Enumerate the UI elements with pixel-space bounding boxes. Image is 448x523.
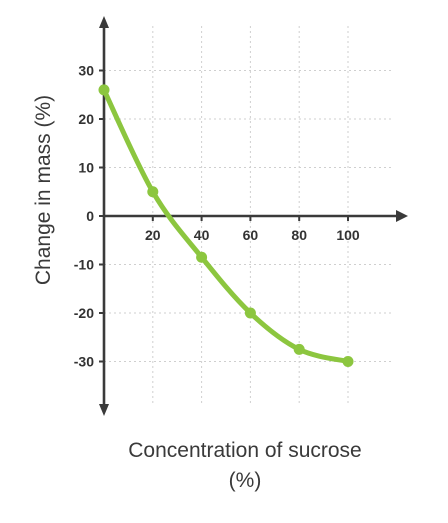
axes [99, 16, 408, 416]
series-line [101, 87, 351, 364]
y-tick-label: -20 [74, 305, 94, 321]
y-tick-label: -30 [74, 354, 94, 370]
x-tick-label: 60 [243, 227, 259, 243]
data-point [293, 343, 305, 355]
y-tick-label: 20 [78, 111, 94, 127]
x-tick-label: 100 [336, 227, 360, 243]
y-axis-arrow-down [99, 404, 109, 416]
y-axis-title: Change in mass (%) [32, 95, 55, 285]
y-tick-label: 30 [78, 63, 94, 79]
x-axis-title-line-1: Concentration of sucrose [128, 439, 361, 462]
x-tick-label: 80 [291, 227, 307, 243]
x-axis-title-line-2: (%) [229, 469, 262, 492]
data-point [98, 84, 110, 96]
data-point [147, 186, 159, 198]
series-layer [98, 84, 354, 367]
data-point [342, 356, 354, 367]
x-tick-label: 40 [194, 227, 210, 243]
ticks: -30 -20 -10 0 10 20 30 20 40 60 80 100 [74, 63, 360, 370]
y-tick-label: 10 [78, 160, 94, 176]
data-point [196, 251, 208, 263]
data-point [244, 307, 256, 319]
y-tick-label: -10 [74, 257, 94, 273]
x-axis-arrow [396, 210, 408, 222]
x-tick-label: 20 [145, 227, 161, 243]
y-axis-arrow-up [99, 16, 109, 28]
y-tick-label: 0 [86, 208, 94, 224]
